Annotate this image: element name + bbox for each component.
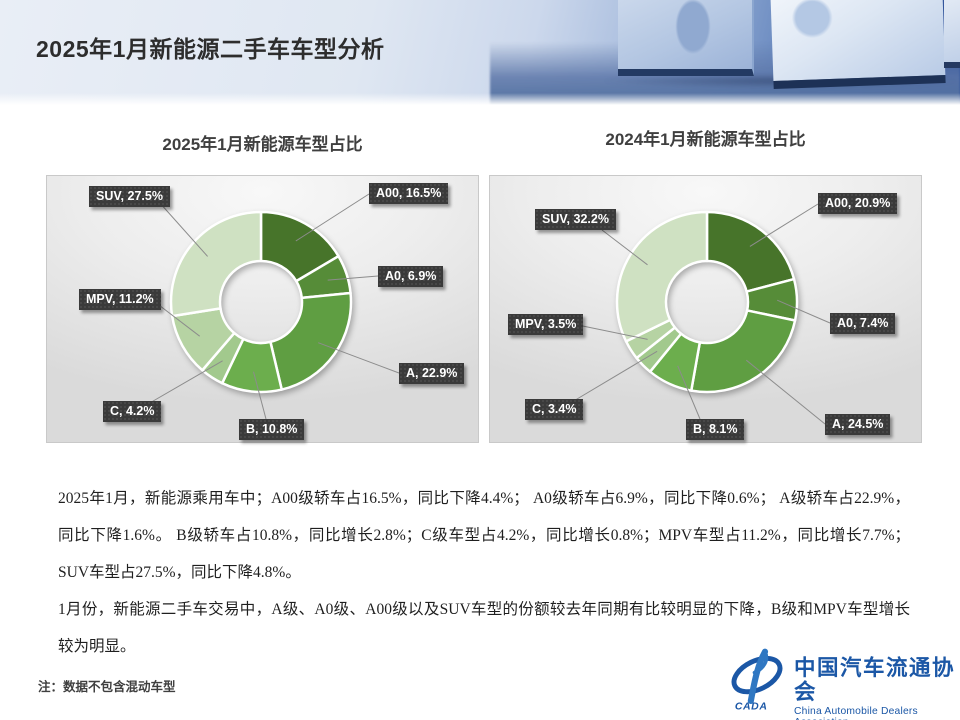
donut-chart-2024: A00, 20.9% A0, 7.4% A, 24.5% B, 8.1% C, 3.4%… bbox=[489, 175, 922, 443]
donut-slice-a[interactable] bbox=[269, 291, 353, 391]
cube-decoration bbox=[944, 0, 960, 68]
leader-line-a00 bbox=[295, 193, 370, 242]
pie-label-a: A, 22.9% bbox=[399, 363, 465, 384]
donut-slice-a00[interactable] bbox=[705, 210, 796, 293]
donut-slice-suv[interactable] bbox=[615, 210, 709, 343]
pie-label-b: B, 10.8% bbox=[239, 419, 305, 440]
pie-label-mpv: MPV, 11.2% bbox=[79, 289, 161, 310]
pie-label-c: C, 4.2% bbox=[103, 401, 162, 422]
leader-line-c bbox=[571, 350, 658, 403]
analysis-paragraph-2: 1月份，新能源二手车交易中，A级、A0级、A00级以及SUV车型的份额较去年同期… bbox=[58, 601, 910, 655]
donut-slice-suv[interactable] bbox=[169, 210, 263, 318]
pie-label-suv: SUV, 27.5% bbox=[89, 186, 170, 207]
chart-title-2024: 2024年1月新能源车型占比 bbox=[605, 130, 806, 149]
svg-text:CADA: CADA bbox=[735, 702, 768, 712]
cada-logo-icon: CADA bbox=[731, 648, 783, 712]
cada-name-en: China Automobile Dealers Association bbox=[794, 706, 918, 720]
donut-slice-a[interactable] bbox=[690, 309, 797, 394]
cada-logo: CADA 中国汽车流通协会 China Automobile Dealers A… bbox=[726, 648, 960, 720]
leader-line-b bbox=[253, 371, 267, 420]
footnote: 注：数据不包含混动车型 bbox=[38, 680, 176, 694]
leader-line-mpv bbox=[572, 323, 648, 340]
page-title: 2025年1月新能源二手车车型分析 bbox=[36, 36, 385, 62]
donut-chart-2025: A00, 16.5% A0, 6.9% A, 22.9% B, 10.8% C, 4.2… bbox=[46, 175, 479, 443]
cube-decoration bbox=[618, 0, 754, 76]
pie-label-mpv: MPV, 3.5% bbox=[508, 314, 584, 335]
leader-line-suv bbox=[601, 229, 648, 266]
pie-label-a00: A00, 20.9% bbox=[818, 193, 898, 214]
analysis-text: 2025年1月，新能源乘用车中；A00级轿车占16.5%，同比下降4.4%； A… bbox=[58, 480, 910, 665]
cube-decoration bbox=[770, 0, 946, 89]
pie-label-a0: A0, 7.4% bbox=[830, 313, 896, 334]
pie-label-a00: A00, 16.5% bbox=[369, 183, 449, 204]
pie-label-a0: A0, 6.9% bbox=[378, 266, 444, 287]
analysis-paragraph-1: 2025年1月，新能源乘用车中；A00级轿车占16.5%，同比下降4.4%； A… bbox=[58, 490, 910, 581]
pie-label-c: C, 3.4% bbox=[525, 399, 584, 420]
leader-line-suv bbox=[158, 201, 208, 257]
header-banner bbox=[0, 0, 960, 106]
pie-label-suv: SUV, 32.2% bbox=[535, 209, 616, 230]
leader-line-b bbox=[677, 365, 701, 420]
leader-line-a0 bbox=[327, 275, 379, 281]
pie-label-a: A, 24.5% bbox=[825, 414, 891, 435]
pie-label-b: B, 8.1% bbox=[686, 419, 745, 440]
leader-line-a0 bbox=[777, 299, 831, 324]
cada-name-cn: 中国汽车流通协会 bbox=[794, 656, 956, 704]
donut-svg bbox=[571, 203, 831, 425]
chart-title-2025: 2025年1月新能源车型占比 bbox=[162, 135, 363, 154]
leader-line-a bbox=[318, 342, 400, 374]
leader-line-a00 bbox=[749, 203, 819, 247]
cada-logo-text: 中国汽车流通协会 China Automobile Dealers Associ… bbox=[794, 648, 960, 720]
leader-line-c bbox=[147, 360, 223, 405]
leader-line-a bbox=[745, 359, 826, 425]
donut-svg bbox=[147, 193, 400, 420]
